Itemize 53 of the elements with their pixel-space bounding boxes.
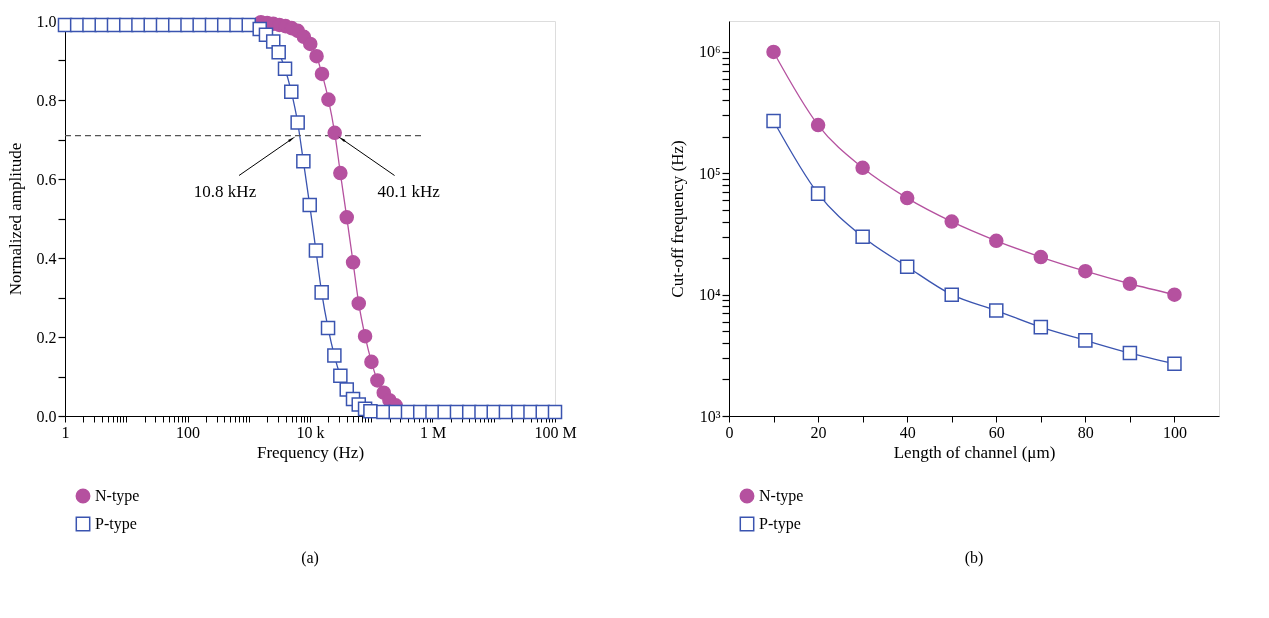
y-tick-label: 0.4 [36,249,57,267]
point [1078,333,1093,348]
y-axis-title: Normalized amplitude [5,142,25,296]
y-tick-label: 10⁵ [698,164,721,182]
point [766,44,781,60]
y-tick-label: 0.8 [36,91,57,109]
x-tick-label: 40 [899,423,916,441]
x-tick-label: 20 [810,423,827,441]
x-tick-label: 100 [176,423,200,441]
x-tick-label: 10 k [296,423,325,441]
text: (a) [301,549,319,567]
point [1167,287,1182,302]
text: (b) [964,549,984,567]
x-tick-label: 60 [988,423,1005,441]
x-tick-label: 100 M [534,423,577,441]
point [1033,249,1049,265]
point [899,259,915,274]
x-tick-label: 1 [61,423,70,441]
x-tick-label: 100 [1162,423,1187,441]
point [944,214,959,229]
point [1078,263,1093,279]
point [766,113,781,129]
point [989,303,1004,318]
point [944,287,959,302]
point [855,229,870,245]
point [810,117,826,133]
annotation: 40.1 kHz [377,181,441,201]
y-tick-label: 0.2 [36,328,57,346]
point [1033,319,1049,335]
legend-label: P-type [95,515,137,533]
y-tick-label: 1.0 [36,12,57,30]
annotation: 10.8 kHz [193,181,257,201]
x-tick-label: 1 M [419,423,447,441]
y-axis-title: Cut-off frequency (Hz) [667,140,687,298]
point [1167,356,1182,371]
point [1122,276,1138,292]
x-tick-label: 80 [1077,423,1094,441]
legend-label: P-type [759,515,801,533]
x-axis-title: Frequency (Hz) [256,442,365,462]
legend-label: N-type [759,487,804,505]
legend-label: N-type [95,487,140,505]
y-tick-label: 10⁴ [698,286,721,304]
x-tick-label: 0 [725,423,734,441]
point [855,160,870,176]
y-tick-label: 0.6 [36,170,57,188]
y-tick-label: 10⁶ [698,43,721,61]
x-axis-title: Length of channel (μm) [893,442,1056,462]
point [899,190,915,206]
y-tick-label: 0.0 [36,407,57,425]
y-tick-label: 10³ [699,407,721,425]
point [1122,345,1138,361]
point [989,233,1004,249]
point [810,186,826,201]
